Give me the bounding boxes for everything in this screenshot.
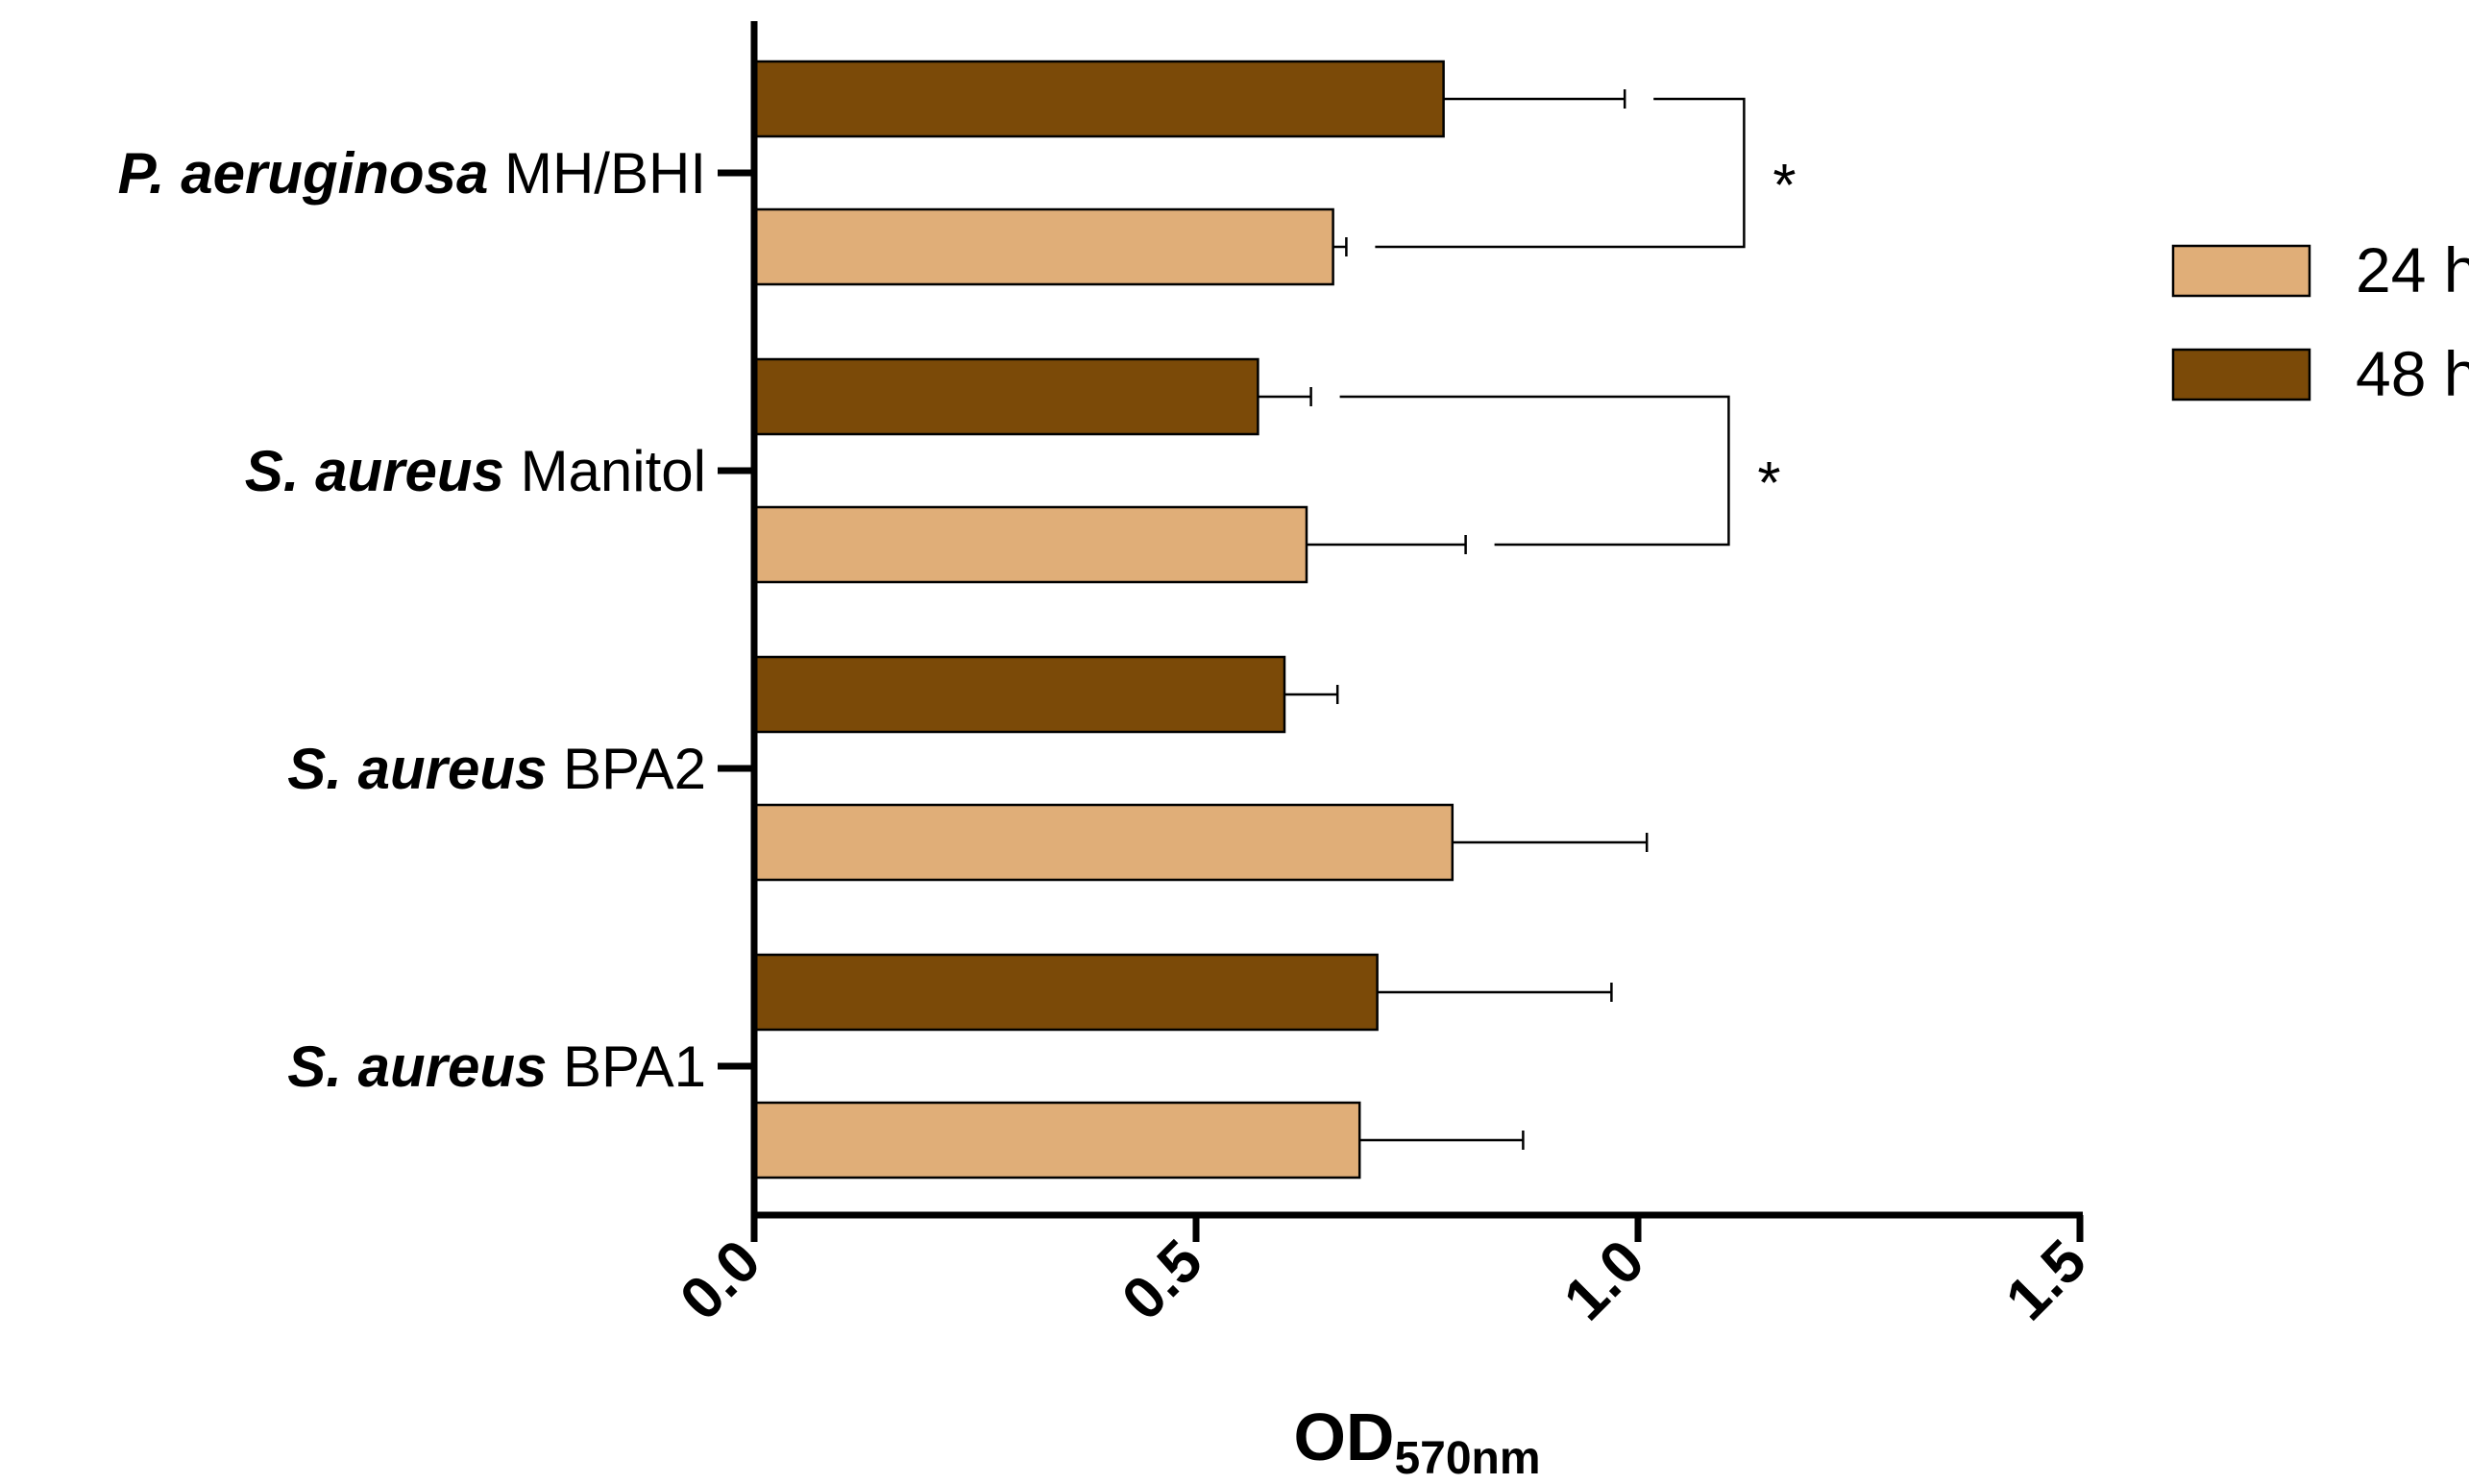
legend-swatch-48h [2171, 348, 2311, 401]
bar-24h-1 [752, 505, 1308, 584]
x-tick-label-3: 1.5 [1993, 1228, 2099, 1333]
category-label-2: S. aureus BPA2 [287, 737, 706, 801]
significance-layer: ** [1339, 97, 1797, 547]
bar-48h-1 [752, 357, 1259, 436]
category-label-rest-0: MH/BHI [488, 141, 706, 206]
category-label-italic-2: S. aureus [287, 737, 547, 801]
significance-bracket-0 [1375, 97, 1746, 249]
bar-48h-3 [752, 953, 1379, 1032]
x-axis-label-sub: 570nm [1394, 1433, 1540, 1484]
significance-star-0: * [1772, 153, 1796, 219]
category-label-italic-3: S. aureus [287, 1034, 547, 1099]
x-tick-label-2: 1.0 [1552, 1228, 1657, 1333]
bars-layer [752, 60, 1455, 1180]
category-label-rest-3: BPA1 [547, 1034, 706, 1099]
x-axis-label: OD570nm [1293, 1399, 1540, 1484]
axes-layer [750, 21, 2083, 1219]
x-tick-label-1: 0.5 [1110, 1228, 1215, 1333]
bar-24h-2 [752, 803, 1455, 882]
legend-label-48h: 48 h [2356, 338, 2469, 409]
legend-label-24h: 24 h [2356, 234, 2469, 305]
category-label-italic-1: S. aureus [245, 439, 504, 503]
category-label-3: S. aureus BPA1 [287, 1034, 706, 1099]
legend: 24 h 48 h [2171, 234, 2469, 409]
category-label-italic-0: P. aeruginosa [118, 141, 489, 206]
bar-24h-0 [752, 207, 1334, 286]
bar-48h-0 [752, 60, 1445, 138]
category-label-rest-1: Manitol [504, 439, 706, 503]
significance-star-1: * [1757, 450, 1780, 517]
x-axis-label-main: OD [1293, 1399, 1394, 1474]
bar-48h-2 [752, 655, 1286, 734]
category-label-rest-2: BPA2 [547, 737, 706, 801]
error-bars-layer [1258, 89, 1649, 1150]
category-label-1: S. aureus Manitol [245, 439, 706, 503]
x-tick-label-0: 0.0 [668, 1228, 773, 1333]
legend-swatch-24h [2171, 244, 2311, 298]
bar-24h-3 [752, 1101, 1361, 1180]
significance-bracket-1 [1339, 395, 1730, 547]
category-label-0: P. aeruginosa MH/BHI [118, 141, 706, 206]
